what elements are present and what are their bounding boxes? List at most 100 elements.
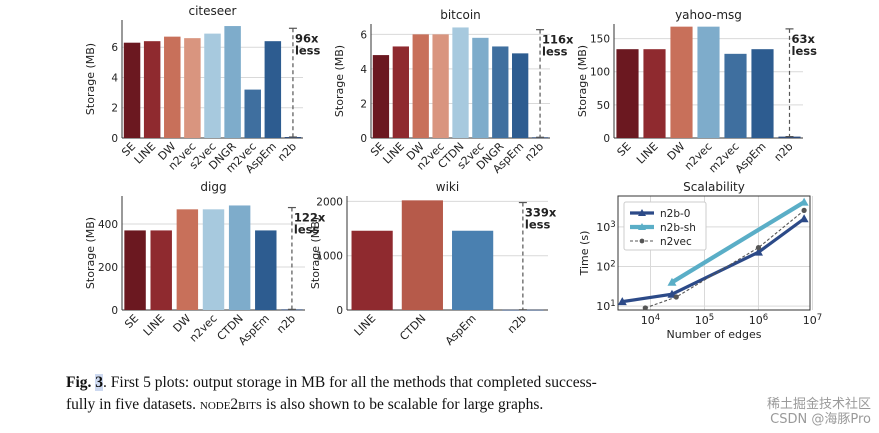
bar-line <box>143 41 161 138</box>
y-tick-label: 2 <box>111 103 118 115</box>
chart-title: bitcoin <box>440 8 481 22</box>
bar-n2vec <box>202 209 225 310</box>
y-axis-label: Storage (MB) <box>84 217 97 289</box>
series-point-n2b-sh <box>799 197 809 206</box>
bar-se <box>123 42 141 138</box>
reduction-annotation: 116x <box>542 33 574 47</box>
y-tick-label: 0 <box>360 133 367 145</box>
watermark-line-1: 稀土掘金技术社区 <box>766 397 871 412</box>
chart-title: yahoo-msg <box>675 8 742 22</box>
bar-n2b <box>778 136 801 138</box>
y-axis-label: Storage (MB) <box>333 45 346 117</box>
bar-aspem <box>264 41 282 138</box>
x-tick-label: 107 <box>803 313 822 327</box>
y-tick-label: 2 <box>360 98 367 110</box>
x-tick-label: CTDN <box>397 312 428 343</box>
legend-marker-n2b-sh <box>638 223 646 230</box>
y-tick-label: 50 <box>597 100 610 112</box>
series-point-n2vec <box>801 207 807 214</box>
legend-label: n2vec <box>660 236 692 248</box>
x-tick-label: LINE <box>634 140 661 167</box>
reduction-annotation: 63x <box>792 32 816 46</box>
y-axis-label: Time (s) <box>578 231 591 277</box>
series-point-n2b-0 <box>799 214 809 223</box>
y-axis-label: Storage (MB) <box>309 217 322 289</box>
bar-dw <box>164 36 181 139</box>
bar-dw <box>176 209 199 310</box>
bar-aspem <box>452 230 494 310</box>
x-tick-label: n2b <box>522 140 546 164</box>
x-tick-label: 104 <box>641 313 660 327</box>
bar-s2vec <box>472 37 489 139</box>
caption-number: 3 <box>95 374 104 391</box>
watermark: 稀土掘金技术社区 CSDN @海豚Pro <box>767 397 871 427</box>
caption-text-2a: fully in five datasets. <box>66 396 200 413</box>
y-tick-label: 400 <box>98 219 118 231</box>
x-tick-label: LINE <box>132 140 159 167</box>
bar-ctdn <box>452 27 469 139</box>
bar-dngr <box>492 46 509 138</box>
series-line-n2b-0 <box>622 217 806 304</box>
bar-aspem <box>255 230 277 310</box>
x-tick-label: n2vec <box>187 312 220 345</box>
bar-m2vec <box>244 89 261 138</box>
caption-label: Fig. <box>66 374 92 391</box>
y-axis-label: Storage (MB) <box>576 45 589 117</box>
caption-text-1: . First 5 plots: output storage in MB fo… <box>103 374 597 391</box>
y-tick-label: 4 <box>360 64 367 76</box>
bar-dw <box>670 26 693 139</box>
x-tick-label: LINE <box>352 312 379 339</box>
bar-dw <box>412 34 429 139</box>
chart-title: wiki <box>436 180 459 194</box>
reduction-annotation: less <box>542 45 568 59</box>
y-tick-label: 100 <box>590 67 610 79</box>
x-tick-label: LINE <box>141 312 168 339</box>
bar-n2vec <box>184 38 201 138</box>
y-tick-label: 0 <box>603 133 610 145</box>
series-point-n2b-0 <box>617 297 627 306</box>
reduction-annotation: 339x <box>525 206 557 220</box>
x-tick-label: SE <box>615 140 634 159</box>
bar-n2vec <box>697 26 720 139</box>
y-tick-label: 6 <box>360 29 367 41</box>
watermark-line-2: CSDN @海豚Pro <box>770 412 871 427</box>
series-point-n2vec <box>642 305 648 311</box>
reduction-annotation: less <box>525 218 551 232</box>
y-axis-label: Storage (MB) <box>84 43 97 115</box>
chart-title: Scalability <box>683 180 745 194</box>
bar-line <box>351 230 393 310</box>
series-point-n2b-sh <box>667 277 677 286</box>
series-point-n2vec <box>673 294 679 300</box>
y-tick-label: 150 <box>590 34 610 46</box>
x-tick-label: n2b <box>275 140 299 164</box>
caption-text-2b: is also shown to be scalable for large g… <box>262 396 544 413</box>
y-tick-label: 103 <box>596 220 615 234</box>
bar-line <box>643 49 666 138</box>
x-axis-label: Number of edges <box>666 328 761 341</box>
figure-caption: Fig. 3. First 5 plots: output storage in… <box>66 372 856 416</box>
x-tick-label: n2b <box>274 312 298 336</box>
y-tick-label: 1000 <box>316 251 343 263</box>
y-tick-label: 0 <box>111 133 118 145</box>
legend-marker-n2b-0 <box>638 209 646 216</box>
x-tick-label: n2b <box>505 312 529 336</box>
series-line-n2b-sh <box>670 200 806 285</box>
y-tick-label: 102 <box>596 260 615 274</box>
y-tick-label: 0 <box>336 305 343 317</box>
x-tick-label: SE <box>122 312 141 331</box>
y-tick-label: 2000 <box>316 196 343 208</box>
bar-se <box>372 55 390 138</box>
series-point-n2vec <box>755 244 762 251</box>
y-tick-label: 200 <box>98 262 118 274</box>
chart-title: digg <box>200 180 226 194</box>
series-line-n2vec <box>645 209 805 309</box>
x-tick-label: 105 <box>695 313 714 327</box>
y-tick-label: 6 <box>111 42 118 54</box>
bar-n2vec <box>432 34 449 139</box>
bar-aspem <box>751 49 774 138</box>
reduction-annotation: less <box>792 44 818 58</box>
bar-m2vec <box>724 53 747 139</box>
bar-dngr <box>224 26 241 138</box>
x-tick-label: DW <box>665 140 688 163</box>
